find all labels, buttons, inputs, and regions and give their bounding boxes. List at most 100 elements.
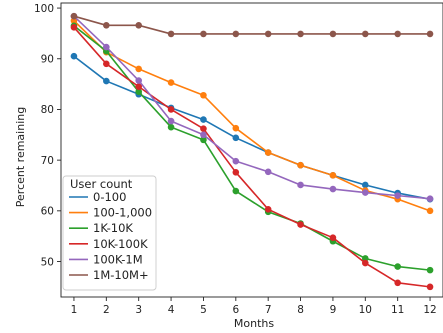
data-point [426,195,434,202]
data-point [264,149,272,156]
data-point [362,255,369,262]
data-point [200,116,207,123]
data-point [362,181,369,189]
data-point [426,207,434,215]
series-line [73,15,431,35]
data-point [70,52,78,60]
data-point [70,17,78,25]
data-point [135,22,142,29]
legend-label: 1M-10M+ [93,268,149,282]
x-tick-label: 11 [391,304,404,316]
legend-title: User count [70,177,133,191]
x-tick-label: 6 [232,304,239,316]
x-tick-label: 9 [330,304,337,316]
data-point [297,221,304,228]
x-tick-label: 4 [168,304,175,316]
data-point [200,91,207,99]
x-tick-label: 3 [135,304,142,316]
data-point [103,43,110,51]
y-tick-label: 70 [41,155,54,167]
data-point [264,168,272,176]
data-point [426,30,434,38]
x-axis-label: Months [234,317,274,330]
data-point [70,24,78,31]
x-tick-label: 10 [359,304,372,316]
legend-label: 10K-100K [93,237,148,251]
data-point [135,65,142,73]
data-point [135,77,142,84]
series-10K-100K [70,24,434,291]
data-point [264,30,272,38]
data-point [167,79,175,86]
data-point [200,136,207,144]
data-point [103,77,110,85]
series-line [73,55,431,200]
y-tick-label: 60 [41,206,54,218]
series-1M-10M+ [70,12,434,38]
x-tick-label: 12 [423,304,436,316]
series-line [73,15,431,200]
data-point [70,12,78,20]
data-point [103,60,110,68]
legend-item: 100-1,000 [69,206,152,220]
legend-label: 0-100 [93,190,126,204]
data-point [135,83,142,90]
data-point [394,279,401,287]
legend-box [62,175,157,291]
data-point [329,185,337,193]
data-point [362,30,369,38]
data-point [362,259,369,267]
y-tick-label: 90 [41,54,54,66]
series-line [73,26,431,288]
legend-item: 100K-1M [69,252,143,266]
legend-item: 0-100 [69,190,126,204]
data-point [297,181,304,189]
series-line [73,25,431,271]
series-100K-1M [70,12,434,202]
y-tick-label: 80 [41,104,54,116]
data-point [232,187,240,195]
data-point [135,88,142,96]
data-point [394,30,401,38]
data-point [329,172,337,179]
series-layer [70,12,434,291]
data-point [103,22,110,29]
y-axis-label: Percent remaining [14,107,27,207]
data-point [394,192,401,199]
data-point [200,125,207,133]
data-point [329,234,337,241]
legend-item: 1M-10M+ [69,268,149,282]
data-point [232,124,240,132]
data-point [200,30,207,38]
x-tick-label: 8 [297,304,304,316]
series-line [73,20,431,212]
legend-item: 10K-100K [69,237,148,251]
data-point [426,266,434,274]
legend-item: 1K-10K [69,221,133,235]
data-point [167,30,175,38]
data-point [167,117,175,125]
data-point [232,157,240,165]
data-point [264,206,272,213]
data-point [426,283,434,291]
legend-label: 1K-10K [93,221,133,235]
data-point [167,106,175,113]
data-point [232,134,240,142]
x-tick-label: 5 [200,304,207,316]
data-point [167,123,175,131]
data-point [232,169,240,176]
data-point [394,263,401,270]
data-point [329,30,337,38]
data-point [200,131,207,139]
data-point [362,189,369,196]
data-point [232,30,240,38]
y-tick-label: 50 [41,256,54,268]
x-tick-label: 7 [265,304,272,316]
data-point [297,30,304,38]
data-point [297,161,304,169]
x-tick-label: 1 [71,304,78,316]
y-tick-label: 100 [34,3,54,15]
